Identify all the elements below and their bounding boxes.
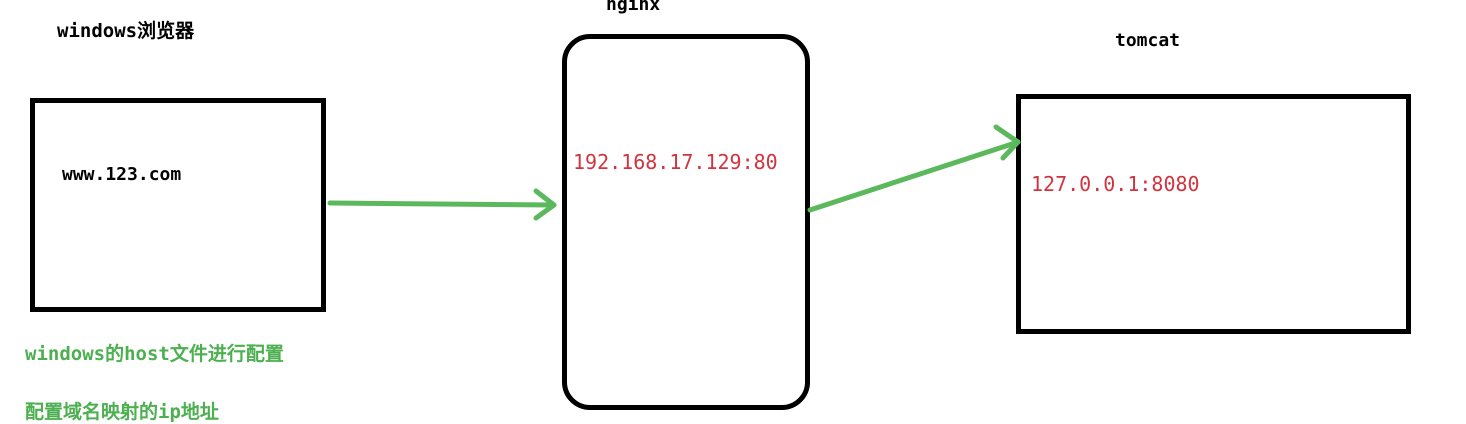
browser-box	[30, 98, 326, 312]
tomcat-address: 127.0.0.1:8080	[1031, 172, 1200, 196]
arrow-browser-to-nginx	[327, 188, 557, 221]
nginx-title: nginx	[606, 0, 661, 15]
tomcat-box	[1016, 94, 1411, 334]
browser-title: windows浏览器	[57, 20, 195, 42]
tomcat-title: tomcat	[1115, 30, 1181, 51]
arrow-nginx-to-tomcat	[807, 124, 1021, 213]
nginx-address: 192.168.17.129:80	[573, 150, 778, 174]
browser-domain: www.123.com	[62, 164, 182, 185]
hosts-note: windows的host文件进行配置	[25, 343, 284, 365]
nginx-box	[562, 34, 810, 410]
mapping-note: 配置域名映射的ip地址	[25, 401, 219, 423]
